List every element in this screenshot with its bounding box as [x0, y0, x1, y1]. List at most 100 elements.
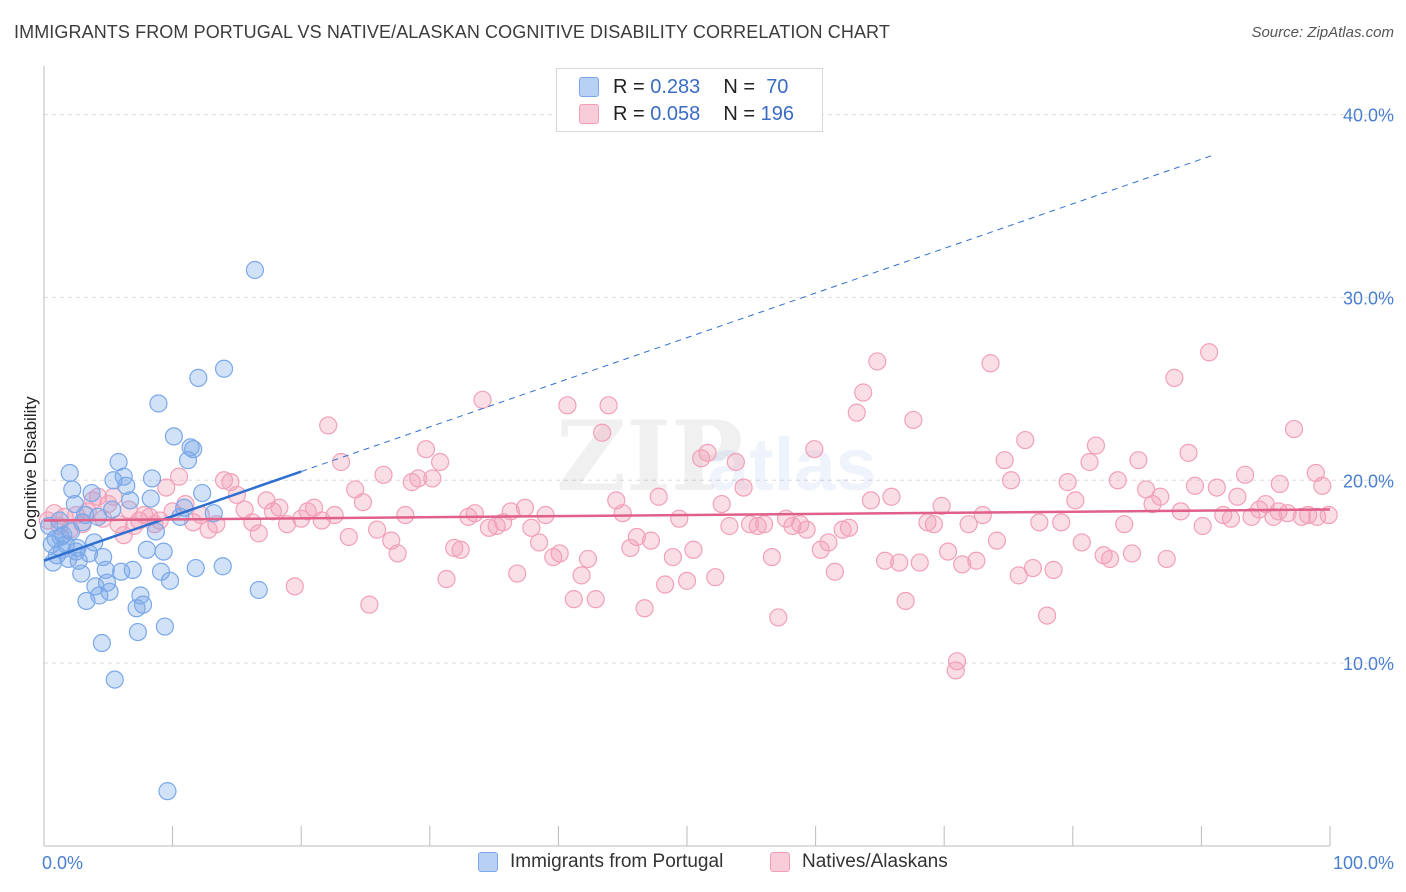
natives-point [586, 590, 605, 609]
natives-point [706, 568, 725, 587]
natives-point [1129, 451, 1148, 470]
natives-point [1207, 478, 1226, 497]
natives-point [1108, 471, 1127, 490]
portugal-point [189, 368, 208, 387]
portugal-point [204, 504, 223, 523]
natives-point [726, 452, 745, 472]
natives-point [712, 494, 731, 514]
natives-point [599, 396, 618, 415]
natives-point [1200, 343, 1219, 362]
natives-point [641, 531, 661, 550]
natives-point [572, 566, 591, 585]
natives-point [451, 540, 470, 559]
natives-point [947, 652, 967, 671]
legend-n-value: 196 [760, 102, 794, 125]
natives-point [762, 547, 781, 567]
natives-point [558, 396, 577, 415]
natives-point [1009, 566, 1028, 585]
natives-point [847, 403, 866, 422]
natives-point [214, 471, 234, 490]
natives-point [416, 440, 436, 459]
natives-point [578, 549, 598, 569]
natives-point [1072, 533, 1091, 552]
portugal-point [103, 500, 122, 519]
natives-point [522, 518, 541, 537]
portugal-point [142, 469, 162, 488]
portugal-point [104, 471, 123, 490]
y-axis-label: Cognitive Disability [21, 396, 40, 540]
natives-point [1001, 471, 1021, 490]
legend-r-value: 0.283 [650, 75, 701, 98]
natives-point [169, 467, 189, 486]
natives-point [1044, 560, 1063, 579]
natives-point [805, 440, 824, 459]
natives-point [374, 465, 393, 484]
portugal-point [51, 527, 70, 547]
portugal-point [214, 359, 234, 378]
natives-point [613, 504, 632, 523]
portugal-point [128, 622, 147, 642]
natives-point [530, 533, 549, 552]
natives-point [515, 498, 535, 517]
natives-point [388, 544, 407, 563]
natives-point [1221, 509, 1241, 528]
natives-point [670, 509, 689, 528]
natives-point [1100, 549, 1120, 569]
natives-point [508, 564, 527, 583]
natives-point [1193, 516, 1212, 536]
natives-point [437, 569, 456, 589]
natives-point [1236, 465, 1255, 484]
natives-point [1165, 368, 1184, 387]
natives-point [904, 410, 923, 430]
natives-point [409, 469, 428, 488]
natives-point [938, 542, 958, 561]
natives-point [932, 496, 951, 515]
legend-row-natives: R = 0.058 N = 196 [579, 101, 794, 127]
natives-point [1080, 452, 1099, 472]
natives-point [797, 520, 816, 539]
legend-swatch-pink [579, 104, 599, 124]
natives-point [698, 443, 717, 462]
natives-point [339, 527, 358, 547]
portugal-point [181, 438, 200, 457]
portugal-point [105, 670, 124, 689]
portugal-point [245, 260, 265, 280]
natives-point [819, 533, 838, 552]
portugal-trend-line [43, 470, 302, 562]
natives-point [1284, 419, 1304, 439]
portugal-point [193, 483, 212, 503]
natives-point [277, 515, 297, 534]
natives-point [1115, 515, 1134, 534]
portugal-point [63, 480, 82, 499]
natives-point [720, 516, 739, 536]
portugal-point [100, 582, 119, 601]
legend-n-label: N = [723, 75, 756, 98]
portugal-point [249, 580, 268, 600]
x-tick-label-max: 100.0% [1333, 853, 1394, 873]
natives-point [1179, 443, 1198, 462]
natives-point [811, 540, 830, 559]
natives-point [1270, 474, 1289, 494]
bottom-legend-swatch-blue [478, 852, 498, 872]
portugal-point [82, 483, 101, 503]
legend-n-label: N = [723, 102, 756, 125]
legend-r-value: 0.058 [650, 102, 701, 125]
natives-point [1016, 430, 1035, 450]
natives-point [1066, 491, 1085, 510]
portugal-point [146, 522, 165, 541]
natives-point [430, 452, 450, 472]
natives-point [967, 551, 986, 570]
natives-point [959, 515, 978, 534]
natives-point [649, 487, 668, 506]
portugal-points [40, 260, 268, 801]
natives-point [1185, 476, 1205, 495]
trend-lines [43, 154, 1331, 562]
watermark: ZIP [556, 400, 743, 513]
natives-point [1143, 494, 1162, 514]
natives-point [1023, 558, 1043, 578]
bottom-legend-natives: Natives/Alaskans [770, 851, 948, 873]
axes [43, 66, 1331, 847]
portugal-point [186, 558, 205, 578]
natives-point [319, 416, 338, 435]
legend-row-portugal: R = 0.283 N = 70 [579, 74, 788, 100]
